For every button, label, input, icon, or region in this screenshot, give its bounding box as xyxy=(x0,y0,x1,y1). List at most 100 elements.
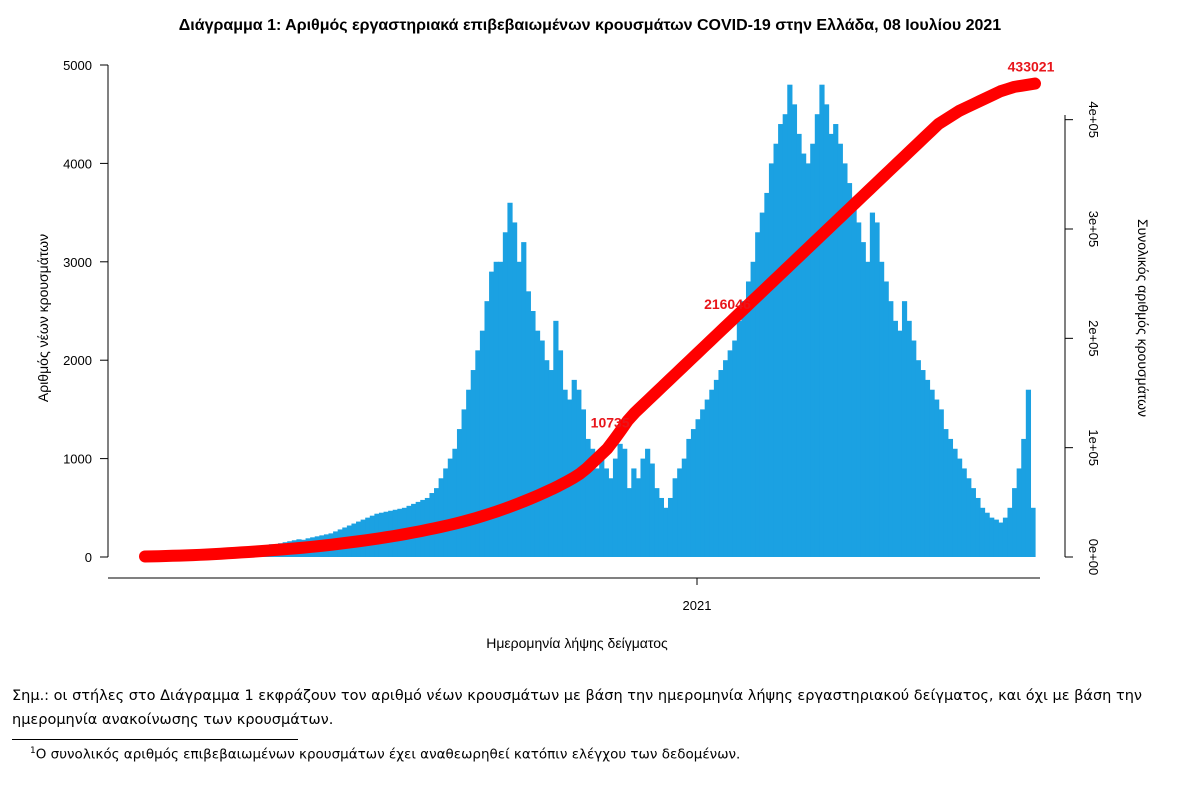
x-tick-label-2021: 2021 xyxy=(683,598,712,613)
daily-cases-bar xyxy=(901,301,908,557)
daily-cases-bar xyxy=(672,478,678,557)
daily-cases-bar xyxy=(1002,517,1009,557)
daily-cases-bar xyxy=(961,468,967,557)
daily-cases-bar xyxy=(626,488,632,557)
daily-cases-bar xyxy=(814,114,820,557)
footnote: 1Ο συνολικός αριθμός επιβεβαιωμένων κρου… xyxy=(30,746,740,763)
footnote-divider xyxy=(12,739,298,740)
daily-cases-bar xyxy=(1007,507,1013,557)
cumulative-annotation: 10735 xyxy=(591,415,630,431)
y2-axis-label: Συνολικός αριθμός κρουσμάτων xyxy=(1135,219,1151,417)
daily-cases-bar xyxy=(709,389,715,557)
daily-cases-bar xyxy=(663,507,669,557)
chart-title: Διάγραμμα 1: Αριθμός εργαστηριακά επιβεβ… xyxy=(179,17,1002,34)
cumulative-annotation: 216046 xyxy=(704,296,751,312)
daily-cases-bar xyxy=(833,124,839,557)
daily-cases-bar xyxy=(1025,389,1032,557)
daily-cases-bar xyxy=(993,519,999,557)
daily-cases-bar xyxy=(924,379,931,557)
daily-cases-bar xyxy=(741,301,747,557)
daily-cases-bar xyxy=(548,370,554,557)
daily-cases-bar xyxy=(617,443,623,557)
daily-cases-bar xyxy=(512,222,518,557)
daily-cases-bar xyxy=(479,330,486,557)
daily-cases-bar xyxy=(929,389,935,557)
daily-cases-bar xyxy=(466,389,472,557)
x-axis-label: Ημερομηνία λήψης δείγματος xyxy=(486,635,668,651)
daily-cases-bar xyxy=(755,232,761,557)
daily-cases-bar xyxy=(681,458,687,557)
daily-cases-bar xyxy=(525,291,531,557)
y2-tick-label: 4e+05 xyxy=(1086,101,1101,138)
daily-cases-bar xyxy=(915,360,921,557)
daily-cases-bar xyxy=(998,522,1004,557)
y2-tick-label: 3e+05 xyxy=(1086,211,1101,248)
daily-cases-bar xyxy=(943,429,949,557)
cumulative-annotations: 10735 216046 433021 xyxy=(591,59,1055,431)
y-axis-ticks: 0 1000 2000 3000 4000 5000 xyxy=(63,58,108,565)
daily-cases-bar xyxy=(1030,507,1036,557)
y-tick-label: 1000 xyxy=(63,452,92,467)
y2-tick-label: 2e+05 xyxy=(1086,320,1101,357)
daily-cases-bar xyxy=(456,429,463,557)
daily-cases-bar xyxy=(562,389,568,557)
y2-tick-label: 0e+00 xyxy=(1086,539,1101,576)
daily-cases-bar xyxy=(635,478,642,557)
cases-chart: Διάγραμμα 1: Αριθμός εργαστηριακά επιβεβ… xyxy=(35,17,1151,651)
daily-cases-bar xyxy=(470,370,476,557)
cumulative-annotation: 433021 xyxy=(1008,59,1055,75)
daily-cases-bar xyxy=(658,497,665,557)
daily-cases-bar xyxy=(732,340,738,557)
daily-cases-bar xyxy=(544,360,550,557)
daily-cases-bar xyxy=(452,448,458,557)
daily-cases-bar xyxy=(764,192,770,558)
daily-cases-bar xyxy=(686,438,692,557)
y2-tick-label: 1e+05 xyxy=(1086,429,1101,466)
daily-cases-bar xyxy=(975,497,981,557)
daily-cases-bar xyxy=(461,409,467,557)
daily-cases-bar xyxy=(851,202,857,557)
daily-cases-bar xyxy=(608,478,614,557)
y-axis-label: Αριθμός νέων κρουσμάτων xyxy=(35,234,51,402)
y-tick-label: 2000 xyxy=(63,353,92,368)
daily-cases-bar xyxy=(612,458,619,557)
cumulative-line-path xyxy=(139,77,1041,563)
daily-cases-bar xyxy=(934,399,940,557)
daily-cases-bar xyxy=(493,261,499,557)
daily-cases-bar xyxy=(700,409,706,557)
daily-cases-bar xyxy=(718,370,724,557)
daily-cases-bar xyxy=(704,399,710,557)
daily-cases-bar xyxy=(502,232,509,557)
daily-cases-bar xyxy=(768,163,775,557)
daily-cases-bar xyxy=(695,419,701,557)
daily-cases-bar xyxy=(778,124,784,557)
daily-cases-bar xyxy=(654,488,660,557)
daily-cases-bar xyxy=(846,183,853,557)
daily-cases-bar xyxy=(534,330,541,557)
daily-cases-bar xyxy=(869,212,876,557)
daily-cases-bar xyxy=(631,468,637,557)
daily-cases-bar xyxy=(557,350,564,557)
daily-cases-bar xyxy=(1012,488,1018,557)
daily-cases-bar xyxy=(888,301,894,557)
daily-cases-bar xyxy=(585,438,591,557)
y-tick-label: 3000 xyxy=(63,255,92,270)
daily-cases-bar xyxy=(590,448,596,557)
daily-cases-bar xyxy=(530,311,536,557)
daily-cases-bar xyxy=(856,222,862,557)
daily-cases-bar xyxy=(603,468,609,557)
daily-cases-bar xyxy=(443,468,449,557)
daily-cases-bar xyxy=(920,370,926,557)
daily-cases-bar xyxy=(594,468,600,557)
daily-cases-bar xyxy=(521,242,527,557)
daily-cases-bar xyxy=(759,212,765,557)
daily-cases-bar xyxy=(966,478,972,557)
daily-cases-bar xyxy=(571,379,577,557)
daily-cases-bar xyxy=(484,301,490,557)
daily-cases-bar xyxy=(667,497,674,557)
daily-cases-bar xyxy=(801,153,807,557)
daily-cases-bar xyxy=(516,261,522,557)
daily-cases-bar xyxy=(957,458,963,557)
daily-cases-bar xyxy=(489,271,495,557)
daily-cases-bar xyxy=(823,104,830,558)
